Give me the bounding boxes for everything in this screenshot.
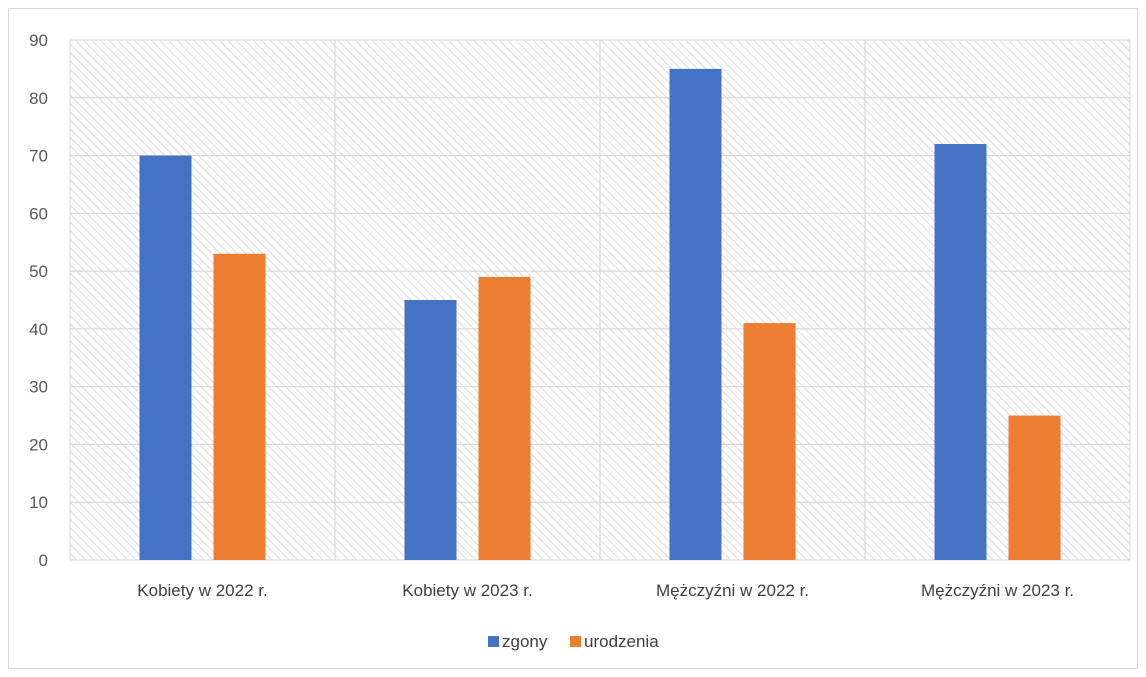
legend-swatch-urodzenia (570, 636, 581, 647)
legend-swatch-zgony (488, 636, 499, 647)
y-tick-label-6: 60 (29, 204, 48, 223)
bar-zgony-3 (934, 144, 987, 560)
y-tick-label-0: 0 (39, 551, 48, 570)
bars (139, 68, 1061, 561)
y-tick-label-7: 70 (29, 147, 48, 166)
x-category-label-0: Kobiety w 2022 r. (137, 581, 267, 600)
x-axis: Kobiety w 2022 r. Kobiety w 2023 r. Mężczy… (137, 581, 1074, 600)
y-tick-label-5: 50 (29, 262, 48, 281)
bar-urodzenia-0 (213, 253, 266, 560)
x-category-label-3: Mężczyźni w 2023 r. (921, 581, 1074, 600)
y-tick-label-2: 20 (29, 435, 48, 454)
bar-urodzenia-2 (743, 323, 796, 560)
y-tick-label-4: 40 (29, 320, 48, 339)
legend-label-zgony: zgony (502, 632, 548, 651)
y-tick-label-1: 10 (29, 493, 48, 512)
y-tick-label-9: 90 (29, 31, 48, 50)
x-category-label-1: Kobiety w 2023 r. (402, 581, 532, 600)
bar-zgony-2 (669, 68, 722, 560)
y-axis: 0 10 20 30 40 50 60 70 80 90 (29, 31, 48, 570)
bar-zgony-1 (404, 300, 457, 560)
bar-urodzenia-1 (478, 276, 531, 560)
legend: zgony urodzenia (488, 632, 659, 651)
bar-zgony-0 (139, 155, 192, 561)
y-tick-label-8: 80 (29, 89, 48, 108)
x-category-label-2: Mężczyźni w 2022 r. (656, 581, 809, 600)
y-tick-label-3: 30 (29, 378, 48, 397)
legend-label-urodzenia: urodzenia (584, 632, 659, 651)
bar-urodzenia-3 (1008, 415, 1061, 560)
